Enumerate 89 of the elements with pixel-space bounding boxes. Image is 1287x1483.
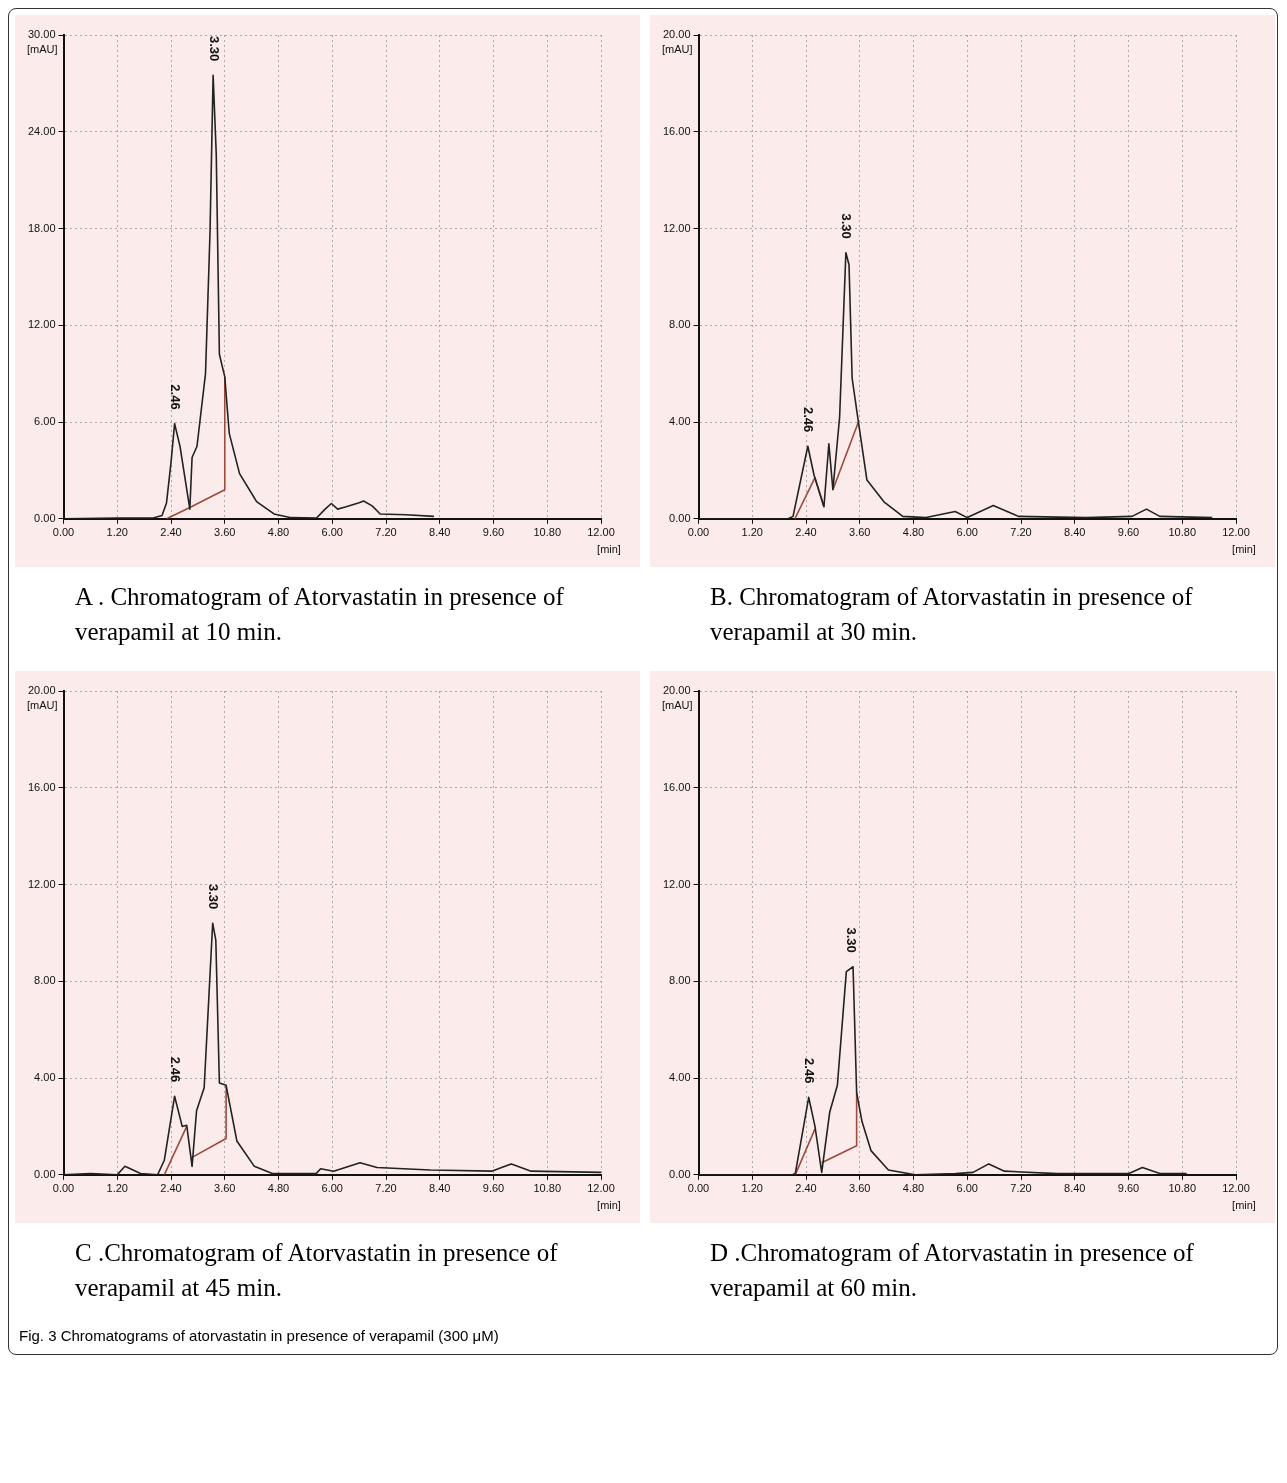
- annotation: 2.46: [801, 406, 817, 433]
- y-axis-title: [mAU]: [26, 42, 58, 55]
- y-tick-label: 20.00: [663, 28, 691, 41]
- x-tick-label: 9.60: [482, 1182, 505, 1195]
- x-axis-title: [min]: [1232, 1198, 1256, 1211]
- y-tick-label: 12.00: [28, 318, 56, 331]
- y-axis-title: [mAU]: [26, 698, 58, 711]
- annotation: 3.30: [206, 36, 222, 62]
- y-tick-label: 0.00: [34, 511, 56, 524]
- x-tick-label: 4.80: [267, 526, 290, 539]
- caption: Fig. 3 Chromatograms of atorvastatin in presence of verapamil (300 μM): [18, 1326, 500, 1346]
- x-tick-label: 7.20: [1010, 526, 1032, 539]
- y-tick-label: 8.00: [669, 974, 691, 987]
- x-tick-label: 2.40: [160, 1182, 182, 1195]
- x-tick-label: 8.40: [1064, 526, 1086, 539]
- text: B. Chromatogram of Atorvastatin in presence of verapamil at 30 min.: [709, 582, 1194, 647]
- y-tick-label: 18.00: [28, 221, 56, 234]
- y-tick-label: 4.00: [669, 415, 691, 428]
- x-tick-label: 12.00: [1222, 526, 1250, 539]
- x-tick-label: 9.60: [482, 526, 505, 539]
- annotation: 2.46: [168, 384, 184, 410]
- y-tick-label: 0.00: [669, 1167, 691, 1180]
- y-tick-label: 12.00: [663, 877, 691, 890]
- text: C .Chromatogram of Atorvastatin in presence of verapamil at 45 min.: [74, 1238, 559, 1303]
- x-tick-label: 7.20: [375, 1182, 397, 1195]
- annotation: 2.46: [802, 1058, 818, 1084]
- y-tick-label: 24.00: [28, 124, 56, 137]
- x-tick-label: 4.80: [902, 526, 925, 539]
- x-axis-title: [min]: [597, 542, 621, 555]
- x-tick-label: 0.00: [52, 1182, 75, 1195]
- x-tick-label: 1.20: [741, 526, 763, 539]
- y-tick-label: 8.00: [34, 974, 56, 987]
- x-tick-label: 6.00: [956, 526, 978, 539]
- x-tick-label: 3.60: [849, 526, 871, 539]
- x-axis-title: [min]: [1232, 542, 1256, 555]
- x-tick-label: 3.60: [214, 526, 236, 539]
- x-tick-label: 1.20: [106, 1182, 128, 1195]
- x-tick-label: 0.00: [687, 526, 710, 539]
- y-tick-label: 16.00: [663, 780, 691, 793]
- y-tick-label: 16.00: [663, 124, 691, 137]
- y-tick-label: 12.00: [28, 877, 56, 890]
- annotation: 3.30: [844, 927, 860, 953]
- y-axis-title: [mAU]: [661, 698, 693, 711]
- x-tick-label: 12.00: [1222, 1182, 1250, 1195]
- y-tick-label: 0.00: [34, 1167, 56, 1180]
- x-tick-label: 3.60: [849, 1182, 871, 1195]
- x-tick-label: 10.80: [1168, 1182, 1197, 1195]
- x-tick-label: 2.40: [795, 1182, 817, 1195]
- x-tick-label: 2.40: [795, 526, 817, 539]
- x-tick-label: 1.20: [106, 526, 128, 539]
- text: D .Chromatogram of Atorvastatin in presence of verapamil at 60 min.: [709, 1238, 1195, 1303]
- x-tick-label: 12.00: [587, 1182, 615, 1195]
- x-axis-title: [min]: [597, 1198, 621, 1211]
- x-tick-label: 8.40: [429, 1182, 451, 1195]
- x-tick-label: 10.80: [533, 526, 562, 539]
- x-tick-label: 8.40: [429, 526, 451, 539]
- x-tick-label: 2.40: [160, 526, 182, 539]
- y-tick-label: 0.00: [669, 511, 691, 524]
- x-tick-label: 9.60: [1117, 1182, 1140, 1195]
- x-tick-label: 6.00: [956, 1182, 978, 1195]
- y-tick-label: 8.00: [669, 318, 691, 331]
- x-tick-label: 1.20: [741, 1182, 763, 1195]
- annotation: 3.30: [206, 883, 222, 910]
- annotation: 3.30: [839, 213, 855, 239]
- x-tick-label: 9.60: [1117, 526, 1140, 539]
- x-tick-label: 6.00: [321, 526, 343, 539]
- y-tick-label: 4.00: [34, 1071, 56, 1084]
- annotation: 2.46: [168, 1056, 184, 1083]
- x-tick-label: 4.80: [902, 1182, 925, 1195]
- x-tick-label: 3.60: [214, 1182, 236, 1195]
- y-tick-label: 16.00: [28, 780, 56, 793]
- y-axis-title: [mAU]: [661, 42, 693, 55]
- y-tick-label: 6.00: [34, 415, 56, 428]
- x-tick-label: 8.40: [1064, 1182, 1086, 1195]
- text: A . Chromatogram of Atorvastatin in presence of verapamil at 10 min.: [74, 582, 565, 647]
- y-tick-label: 4.00: [669, 1071, 691, 1084]
- x-tick-label: 7.20: [375, 526, 397, 539]
- y-tick-label: 20.00: [28, 684, 56, 697]
- y-tick-label: 20.00: [663, 684, 691, 697]
- x-tick-label: 10.80: [1168, 526, 1197, 539]
- x-tick-label: 0.00: [687, 1182, 710, 1195]
- x-tick-label: 12.00: [587, 526, 615, 539]
- x-tick-label: 0.00: [52, 526, 75, 539]
- x-tick-label: 7.20: [1010, 1182, 1032, 1195]
- y-tick-label: 30.00: [28, 28, 56, 41]
- x-tick-label: 10.80: [533, 1182, 562, 1195]
- x-tick-label: 6.00: [321, 1182, 343, 1195]
- y-tick-label: 12.00: [663, 221, 691, 234]
- x-tick-label: 4.80: [267, 1182, 290, 1195]
